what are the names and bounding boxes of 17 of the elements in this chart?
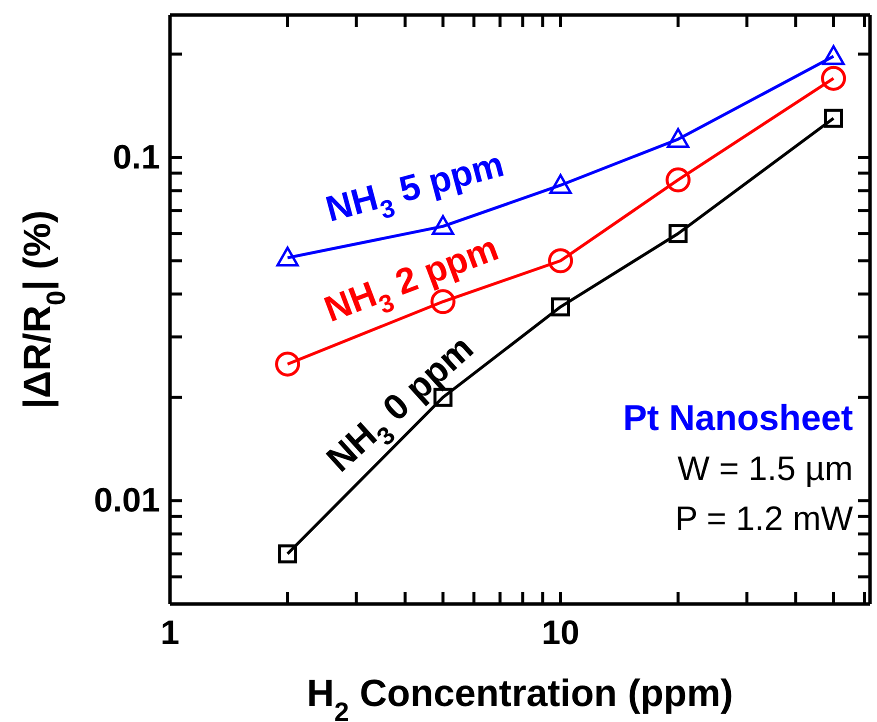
y-tick-label: 0.1	[112, 138, 160, 176]
point	[821, 66, 846, 91]
point	[275, 352, 300, 377]
point	[548, 248, 574, 274]
point	[278, 544, 298, 564]
x-tick-label: 10	[542, 614, 580, 652]
point	[276, 246, 299, 267]
point	[824, 108, 844, 128]
y-tick-label: 0.01	[94, 482, 160, 520]
x-axis-title: H$_{2}$ Concentration (ppm)	[306, 673, 734, 722]
annotation: Pt Nanosheet	[622, 397, 854, 438]
point	[551, 297, 570, 316]
x-tick-label: 1	[160, 614, 180, 652]
annotation: W = 1.5 µm	[678, 450, 853, 488]
annotation: P = 1.2 mW	[675, 500, 853, 538]
point	[549, 174, 572, 194]
point	[822, 45, 845, 66]
